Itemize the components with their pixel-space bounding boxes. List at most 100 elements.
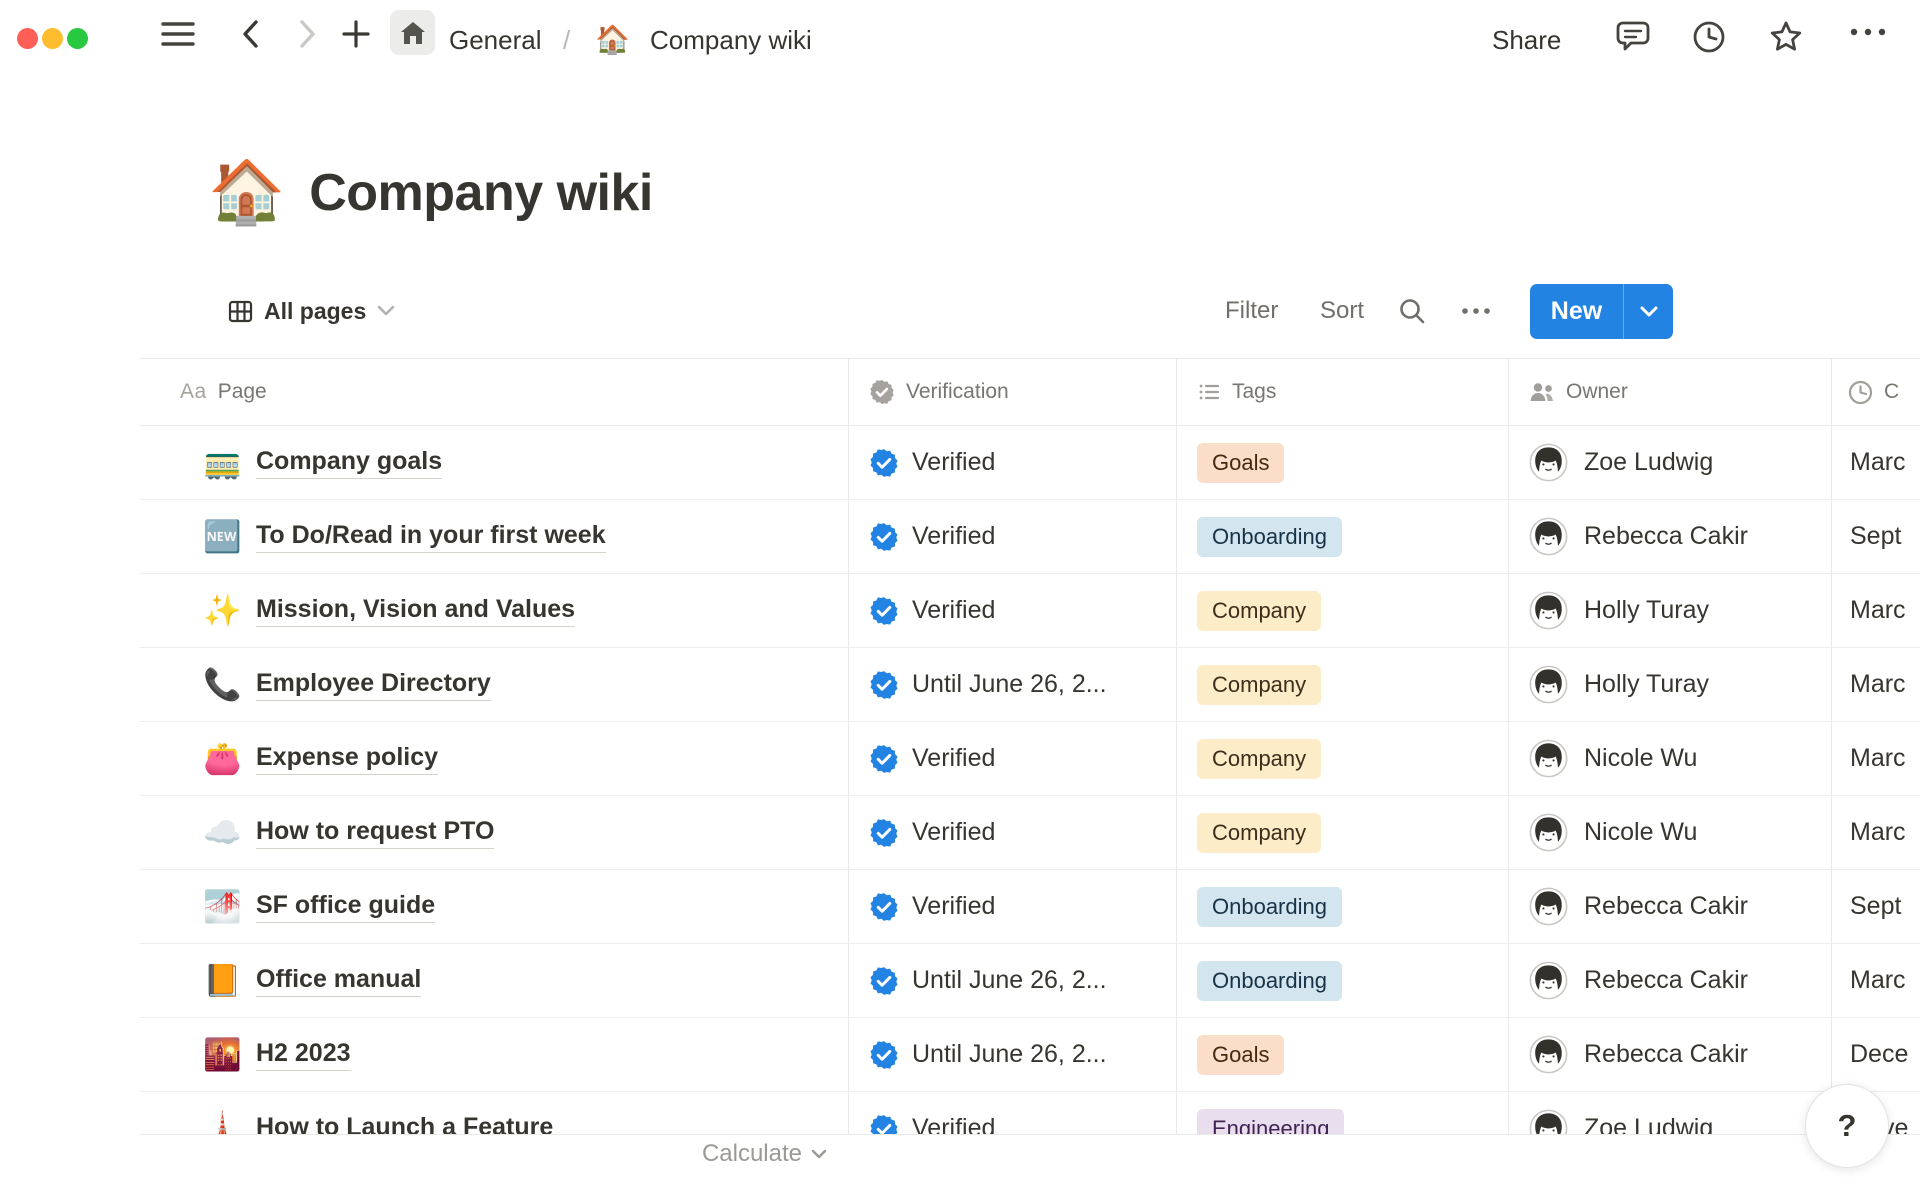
column-header-created[interactable]: C bbox=[1832, 359, 1920, 425]
filter-button[interactable]: Filter bbox=[1225, 297, 1279, 324]
page-cell[interactable]: 📙 Office manual bbox=[140, 944, 849, 1017]
page-title-link[interactable]: Expense policy bbox=[256, 743, 439, 775]
page-title-link[interactable]: Mission, Vision and Values bbox=[256, 595, 576, 627]
verification-cell[interactable]: Verified bbox=[849, 426, 1177, 499]
verification-cell[interactable]: Until June 26, 2... bbox=[849, 1018, 1177, 1091]
owner-cell[interactable]: Holly Turay bbox=[1509, 574, 1832, 647]
page-title-link[interactable]: To Do/Read in your first week bbox=[256, 521, 606, 553]
tags-cell[interactable]: Onboarding bbox=[1177, 944, 1509, 1017]
page-cell[interactable]: 🗼 How to Launch a Feature bbox=[140, 1092, 849, 1135]
owner-cell[interactable]: Nicole Wu bbox=[1509, 722, 1832, 795]
share-button[interactable]: Share bbox=[1492, 25, 1562, 55]
page-cell[interactable]: 📞 Employee Directory bbox=[140, 648, 849, 721]
tags-cell[interactable]: Onboarding bbox=[1177, 500, 1509, 573]
search-button[interactable] bbox=[1398, 282, 1426, 340]
chevron-down-icon bbox=[811, 1149, 827, 1158]
verification-cell[interactable]: Until June 26, 2... bbox=[849, 648, 1177, 721]
page-title-link[interactable]: Office manual bbox=[256, 965, 422, 997]
created-cell[interactable]: Marc bbox=[1850, 596, 1906, 624]
sidebar-menu-button[interactable] bbox=[160, 20, 196, 48]
verification-cell[interactable]: Until June 26, 2... bbox=[849, 944, 1177, 1017]
page-cell[interactable]: 🌁 SF office guide bbox=[140, 870, 849, 943]
page-title-link[interactable]: How to request PTO bbox=[256, 817, 495, 849]
comments-button[interactable] bbox=[1616, 20, 1650, 52]
page-cell[interactable]: ✨ Mission, Vision and Values bbox=[140, 574, 849, 647]
verified-badge-icon bbox=[869, 596, 899, 626]
history-button[interactable] bbox=[1692, 20, 1726, 54]
verified-badge-icon bbox=[869, 818, 899, 848]
created-cell[interactable]: Dece bbox=[1850, 1040, 1909, 1068]
owner-avatar bbox=[1529, 961, 1568, 1000]
verification-cell[interactable]: Verified bbox=[849, 796, 1177, 869]
column-header-verification[interactable]: Verification bbox=[849, 359, 1177, 425]
created-cell[interactable]: Sept bbox=[1850, 522, 1902, 550]
tags-cell[interactable]: Goals bbox=[1177, 426, 1509, 499]
history-clock-icon bbox=[1693, 21, 1725, 53]
page-cell[interactable]: 🚃 Company goals bbox=[140, 426, 849, 499]
view-tab-all-pages[interactable]: All pages bbox=[228, 282, 395, 340]
owner-avatar bbox=[1529, 665, 1568, 704]
page-title-link[interactable]: H2 2023 bbox=[256, 1039, 351, 1071]
back-button[interactable] bbox=[236, 18, 266, 50]
traffic-light-close-button[interactable] bbox=[17, 28, 38, 49]
verification-cell[interactable]: Verified bbox=[849, 1092, 1177, 1134]
page-title-link[interactable]: How to Launch a Feature bbox=[256, 1113, 553, 1135]
page-title-link[interactable]: Employee Directory bbox=[256, 669, 491, 701]
owner-cell[interactable]: Rebecca Cakir bbox=[1509, 944, 1832, 1017]
owner-cell[interactable]: Rebecca Cakir bbox=[1509, 500, 1832, 573]
owner-avatar bbox=[1529, 1035, 1568, 1074]
favorite-button[interactable] bbox=[1768, 19, 1804, 55]
owner-cell[interactable]: Holly Turay bbox=[1509, 648, 1832, 721]
page-title-link[interactable]: Company goals bbox=[256, 447, 443, 479]
page-cell[interactable]: 🌇 H2 2023 bbox=[140, 1018, 849, 1091]
breadcrumb-page[interactable]: Company wiki bbox=[650, 25, 812, 55]
created-cell[interactable]: Marc bbox=[1850, 818, 1906, 846]
owner-cell[interactable]: Zoe Ludwig bbox=[1509, 426, 1832, 499]
created-cell[interactable]: Marc bbox=[1850, 670, 1906, 698]
owner-cell[interactable]: Rebecca Cakir bbox=[1509, 870, 1832, 943]
owner-cell[interactable]: Rebecca Cakir bbox=[1509, 1018, 1832, 1091]
column-header-tags[interactable]: Tags bbox=[1177, 359, 1509, 425]
tags-cell[interactable]: Company bbox=[1177, 648, 1509, 721]
new-dropdown-button[interactable] bbox=[1624, 284, 1673, 339]
created-cell[interactable]: Marc bbox=[1850, 744, 1906, 772]
owner-cell[interactable]: Zoe Ludwig bbox=[1509, 1092, 1832, 1134]
traffic-light-zoom-button[interactable] bbox=[67, 28, 88, 49]
created-cell[interactable]: Marc bbox=[1850, 966, 1906, 994]
page-cell[interactable]: ☁️ How to request PTO bbox=[140, 796, 849, 869]
page-title-link[interactable]: SF office guide bbox=[256, 891, 436, 923]
page-cell[interactable]: 👛 Expense policy bbox=[140, 722, 849, 795]
verification-cell[interactable]: Verified bbox=[849, 500, 1177, 573]
new-page-button[interactable] bbox=[340, 18, 372, 50]
page-emoji-icon[interactable]: 🏠 bbox=[208, 158, 286, 227]
tags-cell[interactable]: Goals bbox=[1177, 1018, 1509, 1091]
more-options-button[interactable] bbox=[1848, 26, 1888, 38]
owner-avatar bbox=[1529, 813, 1568, 852]
calculate-footer[interactable]: Calculate bbox=[140, 1140, 849, 1168]
tags-cell[interactable]: Company bbox=[1177, 574, 1509, 647]
column-header-owner[interactable]: Owner bbox=[1509, 359, 1832, 425]
created-cell[interactable]: Sept bbox=[1850, 892, 1902, 920]
page-cell[interactable]: 🆕 To Do/Read in your first week bbox=[140, 500, 849, 573]
verification-cell[interactable]: Verified bbox=[849, 870, 1177, 943]
tags-cell[interactable]: Onboarding bbox=[1177, 870, 1509, 943]
created-cell[interactable]: Marc bbox=[1850, 448, 1906, 476]
help-button[interactable]: ? bbox=[1805, 1084, 1889, 1168]
forward-button[interactable] bbox=[292, 18, 322, 50]
view-more-button[interactable] bbox=[1460, 282, 1492, 340]
verification-cell[interactable]: Verified bbox=[849, 574, 1177, 647]
owner-cell[interactable]: Nicole Wu bbox=[1509, 796, 1832, 869]
new-button[interactable]: New bbox=[1550, 297, 1603, 325]
page-emoji-icon: 👛 bbox=[203, 741, 242, 776]
breadcrumb-page-icon: 🏠 bbox=[595, 24, 630, 55]
tags-cell[interactable]: Company bbox=[1177, 722, 1509, 795]
verification-cell[interactable]: Verified bbox=[849, 722, 1177, 795]
breadcrumb-teamspace[interactable]: General bbox=[449, 25, 542, 55]
column-header-page[interactable]: Aa Page bbox=[140, 359, 849, 425]
tags-cell[interactable]: Company bbox=[1177, 796, 1509, 869]
teamspace-icon[interactable] bbox=[390, 10, 435, 55]
traffic-light-minimize-button[interactable] bbox=[42, 28, 63, 49]
sort-button[interactable]: Sort bbox=[1320, 297, 1365, 324]
page-title[interactable]: Company wiki bbox=[309, 164, 653, 222]
tags-cell[interactable]: Engineering bbox=[1177, 1092, 1509, 1134]
